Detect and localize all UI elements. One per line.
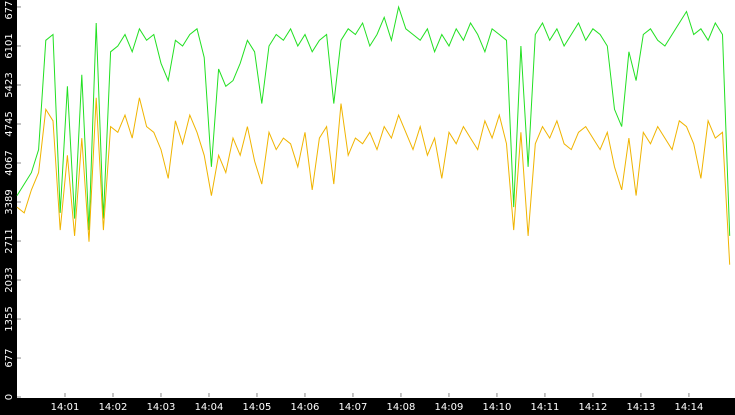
x-tick-label: 14:05 <box>243 402 272 413</box>
x-tick-label: 14:13 <box>627 402 656 413</box>
x-tick-label: 14:11 <box>531 402 560 413</box>
y-tick-label: 2711 <box>4 228 15 253</box>
y-tick-label: 5423 <box>4 72 15 97</box>
x-tick-label: 14:12 <box>579 402 608 413</box>
x-tick-label: 14:06 <box>291 402 320 413</box>
x-tick-label: 14:02 <box>99 402 128 413</box>
y-tick-label: 3389 <box>4 189 15 214</box>
y-tick-label: 1355 <box>4 306 15 331</box>
y-tick-label: 0 <box>4 394 15 400</box>
plot-area <box>17 0 735 398</box>
y-tick-label: 4067 <box>4 150 15 175</box>
y-tick-label: 677 <box>4 349 15 368</box>
y-tick-label: 6101 <box>4 33 15 58</box>
x-tick-label: 14:07 <box>339 402 368 413</box>
y-tick-label: 4745 <box>4 111 15 136</box>
x-tick-label: 14:09 <box>435 402 464 413</box>
y-tick-label: 2033 <box>4 267 15 292</box>
x-tick-label: 14:14 <box>675 402 704 413</box>
series-line <box>16 97 731 265</box>
x-tick-label: 14:08 <box>387 402 416 413</box>
x-tick-label: 14:03 <box>147 402 176 413</box>
x-tick-label: 14:01 <box>51 402 80 413</box>
x-tick-label: 14:10 <box>483 402 512 413</box>
x-tick-label: 14:04 <box>195 402 224 413</box>
series-line <box>16 5 731 236</box>
y-tick-label: 6779 <box>4 0 15 20</box>
